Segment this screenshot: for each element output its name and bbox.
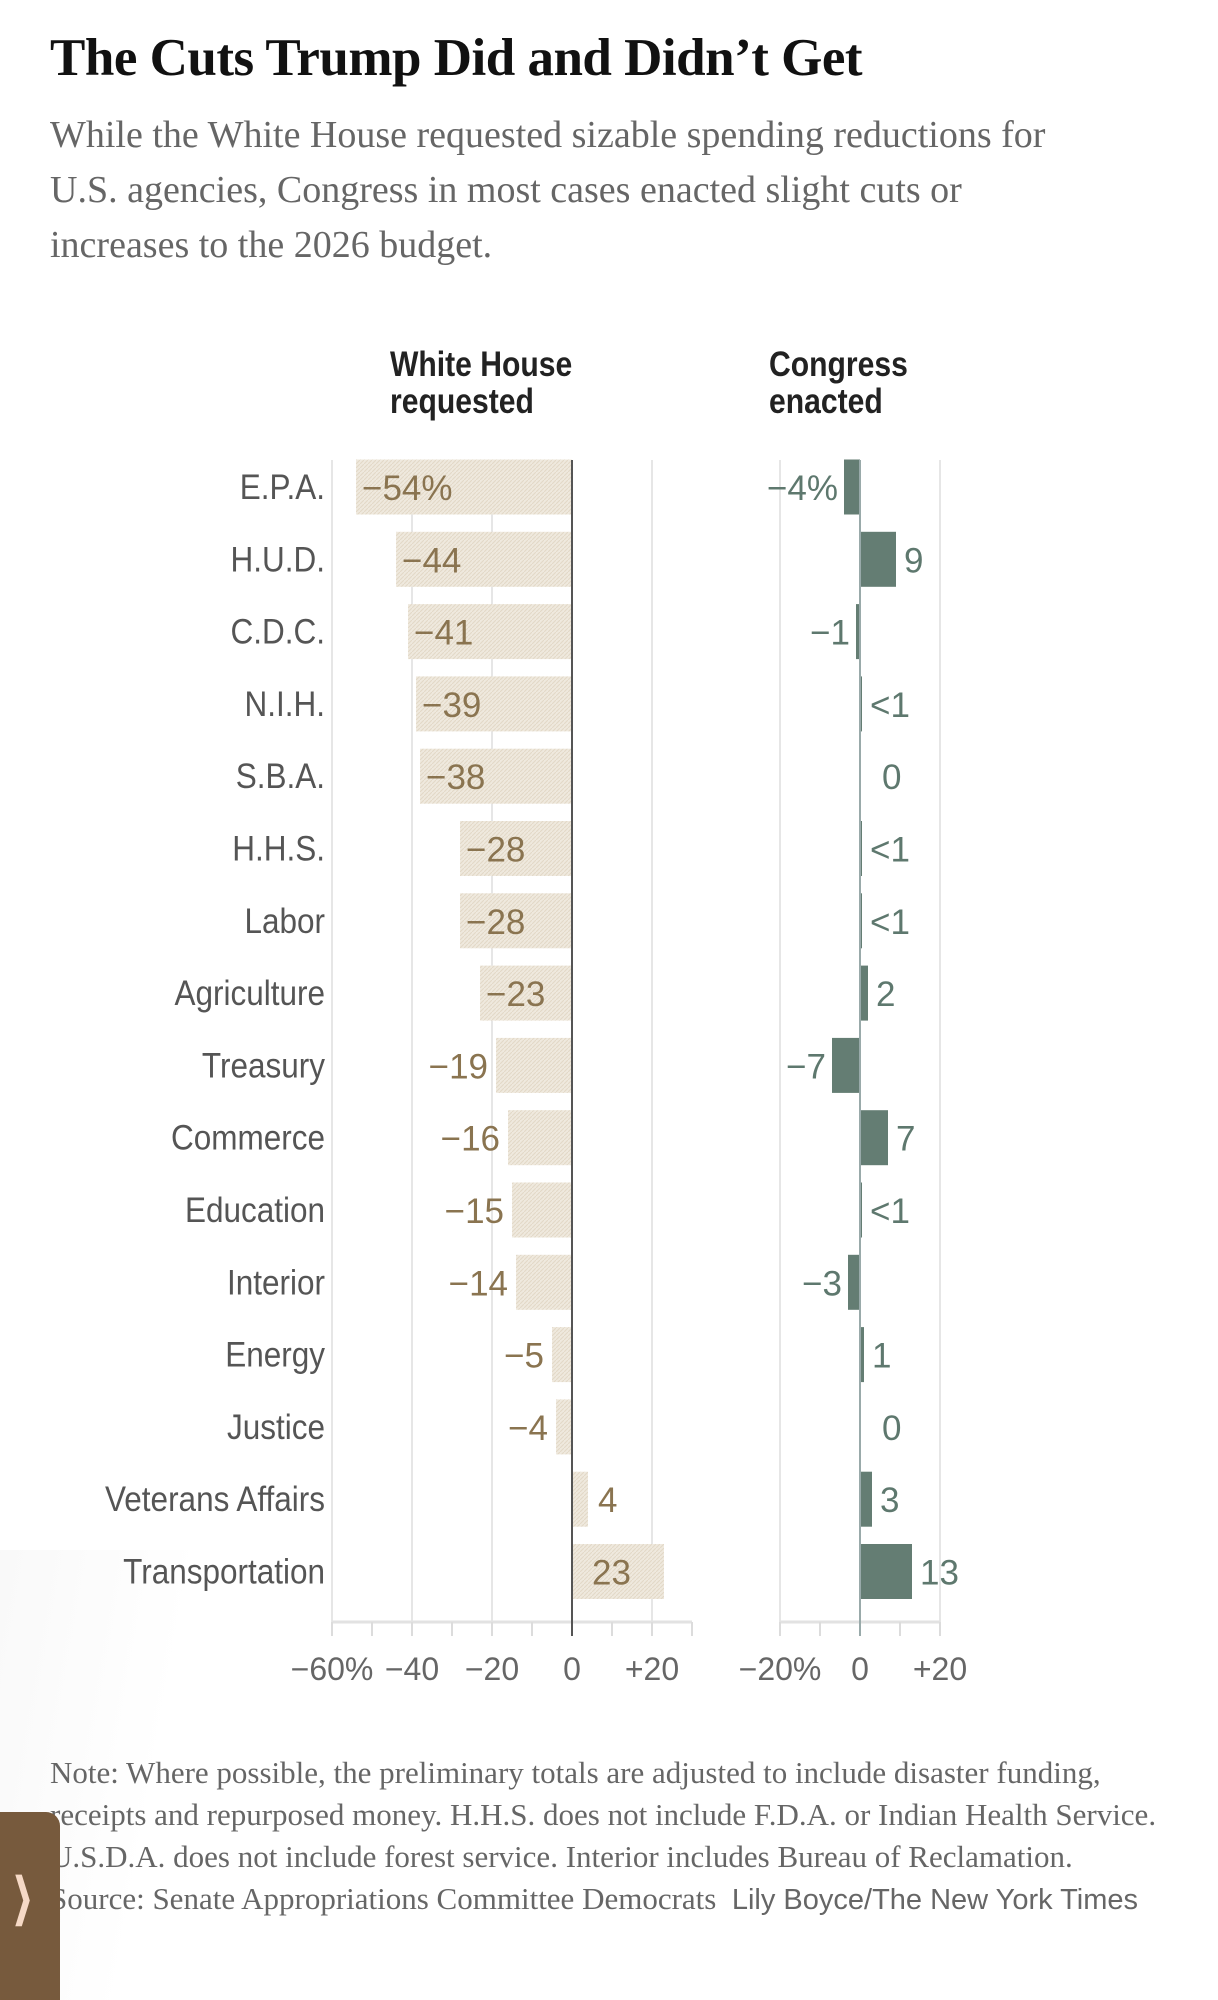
- category-label: Labor: [244, 902, 325, 941]
- bar: [512, 1182, 572, 1238]
- data-label: 13: [920, 1554, 959, 1593]
- background: [0, 0, 1218, 1550]
- data-label: −38: [426, 758, 485, 797]
- data-label: 9: [904, 541, 923, 580]
- x-tick-label: 0: [851, 1651, 869, 1687]
- x-tick-label: 0: [563, 1651, 581, 1687]
- data-label: <1: [870, 831, 910, 870]
- category-label: C.D.C.: [231, 613, 325, 652]
- bar: [860, 965, 868, 1021]
- category-label: Agriculture: [175, 975, 325, 1014]
- bar: [832, 1037, 860, 1093]
- data-label: 23: [592, 1554, 631, 1593]
- bar: [508, 1110, 572, 1166]
- bar: [556, 1399, 572, 1455]
- column-header-line: requested: [390, 382, 534, 421]
- data-label: 1: [872, 1337, 891, 1376]
- footnote: Note: Where possible, the preliminary to…: [50, 1752, 1170, 1921]
- column-header-enacted: Congress enacted: [769, 346, 908, 420]
- data-label: 2: [876, 975, 895, 1014]
- x-tick-label: −20: [465, 1651, 519, 1687]
- data-label: −3: [802, 1264, 842, 1303]
- data-label: 0: [882, 1409, 901, 1448]
- bar: [552, 1327, 572, 1383]
- category-label: Justice: [227, 1408, 325, 1447]
- category-label: Energy: [225, 1336, 325, 1375]
- bar: [460, 893, 572, 949]
- data-label: −15: [445, 1192, 504, 1231]
- bar: [356, 459, 572, 515]
- data-label: <1: [870, 686, 910, 725]
- chevron-right-icon: ⟩: [12, 1867, 34, 1930]
- category-label: Education: [185, 1192, 325, 1231]
- data-label: 7: [896, 1120, 915, 1159]
- bar: [860, 531, 896, 587]
- bar: [516, 1254, 572, 1310]
- data-label: −41: [414, 614, 473, 653]
- bar: [860, 1471, 872, 1527]
- bar: [848, 1254, 860, 1310]
- bar-charts: E.P.A. H.U.D. C.D.C. N.I.H. S.B.A. H.H.S. Labo…: [105, 459, 967, 1687]
- category-label: E.P.A.: [240, 469, 325, 508]
- data-label: 4: [598, 1481, 617, 1520]
- x-tick-label: +20: [625, 1651, 679, 1687]
- bar: [460, 821, 572, 876]
- data-label: −7: [786, 1047, 826, 1086]
- bar: [572, 1544, 664, 1599]
- bar: [844, 459, 860, 515]
- x-tick-label: −20%: [739, 1651, 822, 1687]
- data-label: <1: [870, 903, 910, 942]
- bar: [856, 604, 860, 660]
- chart-title: The Cuts Trump Did and Didn’t Get: [50, 29, 863, 87]
- data-label: −5: [504, 1337, 544, 1376]
- credit-text: Lily Boyce/The New York Times: [731, 1884, 1139, 1916]
- bar: [420, 748, 572, 804]
- data-label: −14: [449, 1264, 508, 1303]
- data-label: −16: [441, 1120, 500, 1159]
- data-label: −28: [466, 903, 525, 942]
- bar: [480, 965, 572, 1021]
- category-label: S.B.A.: [236, 758, 325, 797]
- data-label: −4: [508, 1409, 548, 1448]
- category-label: Veterans Affairs: [105, 1481, 325, 1520]
- bar: [408, 604, 572, 660]
- category-label: H.U.D.: [231, 541, 325, 580]
- data-label: −1: [810, 614, 850, 653]
- x-tick-label: −60%: [291, 1651, 374, 1687]
- data-label: 0: [882, 758, 901, 797]
- chart-subtitle: While the White House requested sizable …: [50, 114, 1046, 266]
- column-header-requested: White House requested: [390, 346, 572, 420]
- data-label: −28: [466, 831, 525, 870]
- category-label: N.I.H.: [245, 685, 325, 724]
- x-tick-label: −40: [385, 1651, 439, 1687]
- category-label: Commerce: [171, 1119, 325, 1158]
- x-tick-label: +20: [913, 1651, 967, 1687]
- data-label: −23: [486, 975, 545, 1014]
- bar: [396, 531, 572, 587]
- bar: [860, 1544, 912, 1599]
- category-label: Treasury: [202, 1047, 325, 1086]
- bar: [416, 676, 572, 732]
- data-label: −4%: [767, 469, 838, 508]
- data-label: −39: [422, 686, 481, 725]
- data-label: −54%: [362, 469, 453, 508]
- bar: [572, 1471, 588, 1527]
- bar: [860, 1327, 864, 1383]
- category-label: Transportation: [123, 1553, 325, 1592]
- category-label: H.H.S.: [232, 830, 325, 869]
- data-label: −44: [402, 541, 461, 580]
- column-header-line: White House: [390, 345, 573, 384]
- bar: [496, 1037, 572, 1093]
- data-label: <1: [870, 1192, 910, 1231]
- category-label: Interior: [227, 1264, 325, 1303]
- data-label: 3: [880, 1481, 899, 1520]
- data-label: −19: [429, 1047, 488, 1086]
- side-panel-toggle[interactable]: ⟩: [0, 1812, 60, 2000]
- note-text: Note: Where possible, the preliminary to…: [50, 1755, 1157, 1916]
- bar: [860, 1110, 888, 1166]
- column-header-line: Congress: [769, 345, 908, 384]
- column-header-line: enacted: [769, 382, 883, 421]
